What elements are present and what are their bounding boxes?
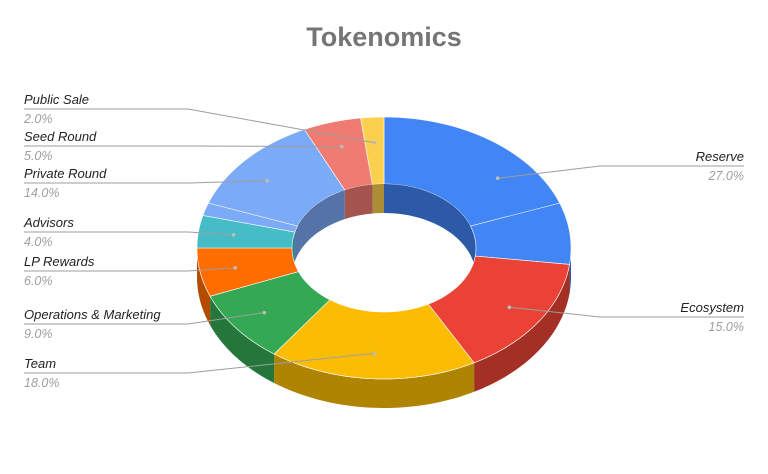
callout-line-public-sale [24, 108, 375, 144]
callout-dot-operations-marketing [262, 310, 267, 315]
slice-inner-seed-round [344, 184, 373, 220]
slice-front-private-round [202, 202, 299, 233]
slice-front-ecosystem [427, 255, 570, 364]
callout-dot-reserve [495, 176, 500, 181]
data-value-operations-marketing: 9.0% [24, 327, 53, 341]
data-label-seed-round: Seed Round [24, 129, 97, 144]
callout-dot-team [372, 351, 377, 356]
callout-line-ecosystem [509, 306, 744, 318]
data-label-lp-rewards: LP Rewards [24, 254, 95, 269]
slice-front-operations-marketing [209, 271, 331, 355]
callout-line-private-round [24, 180, 268, 184]
data-value-private-round: 14.0% [24, 186, 59, 200]
slice-inner-public-sale [372, 184, 384, 214]
data-value-seed-round: 5.0% [24, 149, 53, 163]
slice-side-team [274, 353, 475, 408]
callout-dot-ecosystem [507, 305, 512, 310]
callout-dot-advisors [231, 232, 236, 237]
data-value-reserve: 27.0% [708, 169, 744, 183]
data-value-public-sale: 2.0% [23, 112, 53, 126]
data-label-ecosystem: Ecosystem [680, 300, 744, 315]
callout-line-advisors [24, 231, 234, 236]
callout-line-lp-rewards [24, 267, 236, 272]
data-label-operations-marketing: Operations & Marketing [24, 307, 161, 322]
slice-side-operations-marketing [210, 296, 275, 383]
slice-side-ecosystem [474, 264, 570, 392]
slice-inner-private-round [294, 190, 345, 262]
data-label-reserve: Reserve [696, 149, 744, 164]
data-value-advisors: 4.0% [24, 235, 53, 249]
callout-dot-seed-round [339, 144, 344, 149]
callout-line-team [24, 352, 375, 374]
slice-front-lp-rewards [196, 247, 299, 297]
callout-dot-public-sale [372, 140, 377, 145]
chart-title: Tokenomics [306, 22, 462, 52]
callout-line-seed-round [24, 145, 342, 148]
data-value-ecosystem: 15.0% [709, 320, 744, 334]
data-label-private-round: Private Round [24, 166, 107, 181]
slice-inner-reserve [384, 184, 476, 277]
data-value-team: 18.0% [24, 376, 59, 390]
callout-dot-private-round [265, 178, 270, 183]
slice-front-advisors [196, 215, 296, 249]
slice-front-reserve [469, 202, 572, 265]
callout-line-reserve [497, 165, 744, 179]
data-value-lp-rewards: 6.0% [24, 274, 53, 288]
callout-dot-lp-rewards [233, 265, 237, 270]
slice-side-reserve [569, 248, 571, 294]
data-label-public-sale: Public Sale [24, 92, 89, 107]
data-label-advisors: Advisors [23, 215, 74, 230]
data-label-team: Team [24, 356, 56, 371]
callout-line-operations-marketing [24, 312, 265, 325]
slice-side-lp-rewards [197, 248, 211, 326]
